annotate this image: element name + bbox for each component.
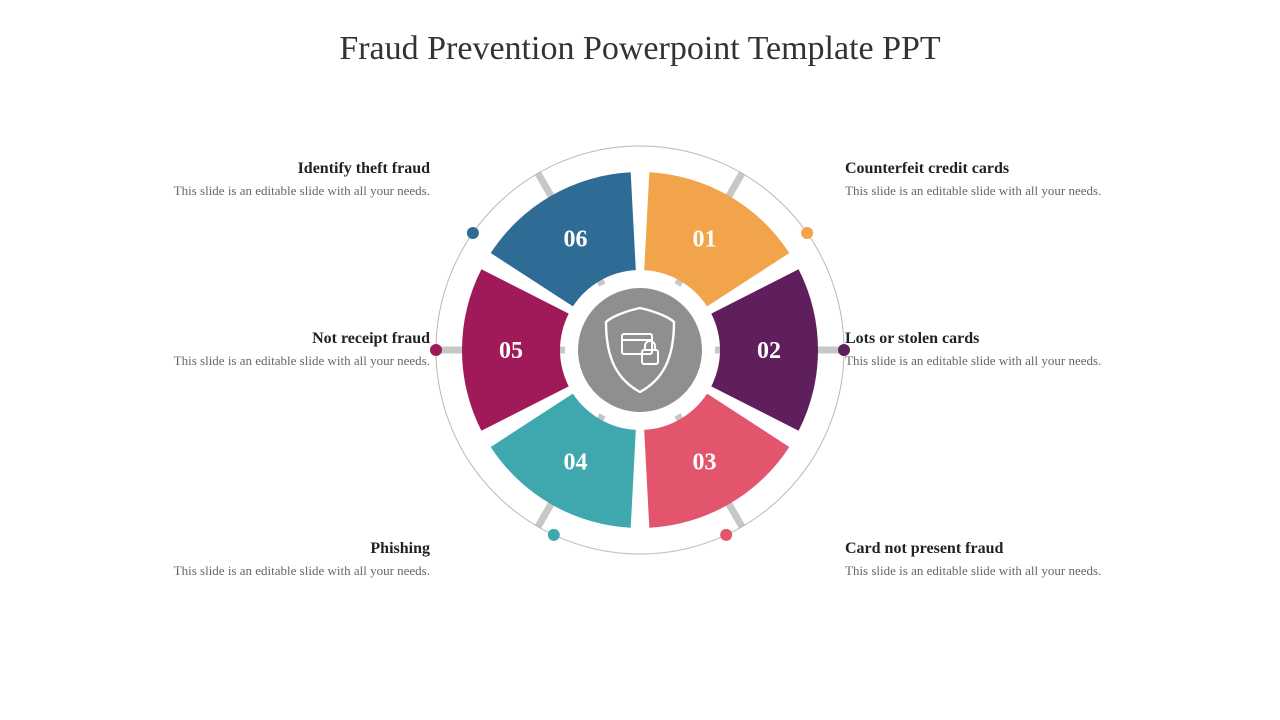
fraud-pie-diagram: 01 02 03 04 05 06 — [420, 130, 860, 570]
slice-number-04: 04 — [564, 450, 588, 476]
callout-heading-02: Lots or stolen cards — [845, 330, 1125, 348]
center-circle — [578, 288, 702, 412]
slice-number-05: 05 — [499, 338, 523, 364]
slice-number-01: 01 — [693, 226, 717, 252]
callout-heading-04: Phishing — [150, 540, 430, 558]
outer-dot-05 — [430, 344, 442, 356]
outer-dot-01 — [801, 227, 813, 239]
callout-heading-03: Card not present fraud — [845, 540, 1125, 558]
callout-heading-06: Identify theft fraud — [150, 160, 430, 178]
callout-desc-06: This slide is an editable slide with all… — [150, 182, 430, 200]
callout-heading-05: Not receipt fraud — [150, 330, 430, 348]
callout-desc-02: This slide is an editable slide with all… — [845, 352, 1125, 370]
callout-03: Card not present fraud This slide is an e… — [845, 540, 1125, 580]
callout-06: Identify theft fraud This slide is an edi… — [150, 160, 430, 200]
callout-05: Not receipt fraud This slide is an editab… — [150, 330, 430, 370]
callout-desc-05: This slide is an editable slide with all… — [150, 352, 430, 370]
callout-desc-03: This slide is an editable slide with all… — [845, 562, 1125, 580]
outer-dot-04 — [548, 529, 560, 541]
slice-number-03: 03 — [693, 450, 717, 476]
callout-heading-01: Counterfeit credit cards — [845, 160, 1125, 178]
callout-desc-04: This slide is an editable slide with all… — [150, 562, 430, 580]
outer-dot-06 — [467, 227, 479, 239]
callout-02: Lots or stolen cards This slide is an edi… — [845, 330, 1125, 370]
slice-number-02: 02 — [757, 338, 781, 364]
callout-04: Phishing This slide is an editable slide … — [150, 540, 430, 580]
callout-01: Counterfeit credit cards This slide is an… — [845, 160, 1125, 200]
slide-title: Fraud Prevention Powerpoint Template PPT — [0, 30, 1280, 68]
slice-number-06: 06 — [564, 226, 588, 252]
outer-dot-03 — [720, 529, 732, 541]
callout-desc-01: This slide is an editable slide with all… — [845, 182, 1125, 200]
